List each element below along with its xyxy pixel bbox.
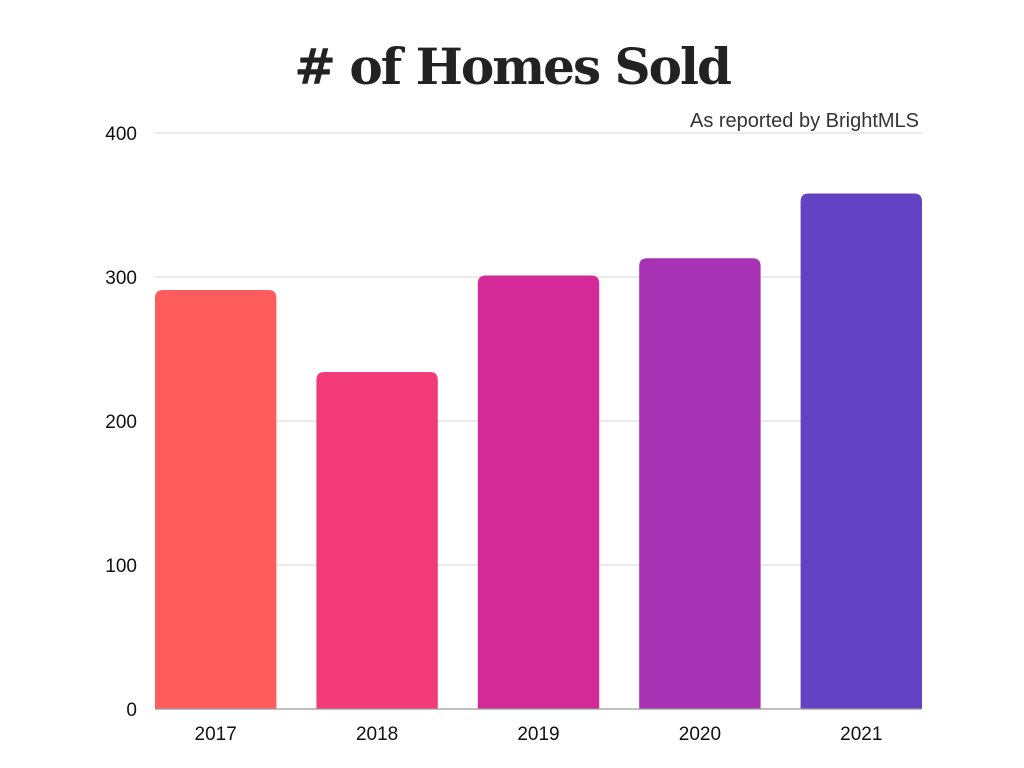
bar-2021 — [800, 193, 922, 710]
x-axis-ticks: 2017 2018 2019 2020 2021 — [195, 724, 883, 745]
x-tick-label: 2018 — [356, 724, 398, 745]
x-tick-label: 2019 — [517, 724, 559, 745]
chart-title: # of Homes Sold — [294, 37, 731, 96]
bar-2018 — [316, 372, 438, 709]
y-tick-label: 200 — [105, 412, 137, 433]
bar-2019 — [477, 275, 600, 709]
x-tick-label: 2017 — [195, 724, 237, 745]
y-tick-label: 400 — [105, 124, 137, 145]
y-tick-label: 0 — [126, 700, 137, 721]
bar-2020 — [639, 258, 761, 709]
chart-subtitle: As reported by BrightMLS — [690, 110, 919, 132]
y-tick-label: 100 — [105, 556, 137, 577]
x-tick-label: 2021 — [840, 724, 882, 745]
y-axis-ticks: 0 100 200 300 400 — [105, 124, 137, 721]
bars — [155, 193, 922, 710]
x-tick-label: 2020 — [679, 724, 721, 745]
y-tick-label: 300 — [105, 268, 137, 289]
bar-2017 — [155, 289, 277, 709]
